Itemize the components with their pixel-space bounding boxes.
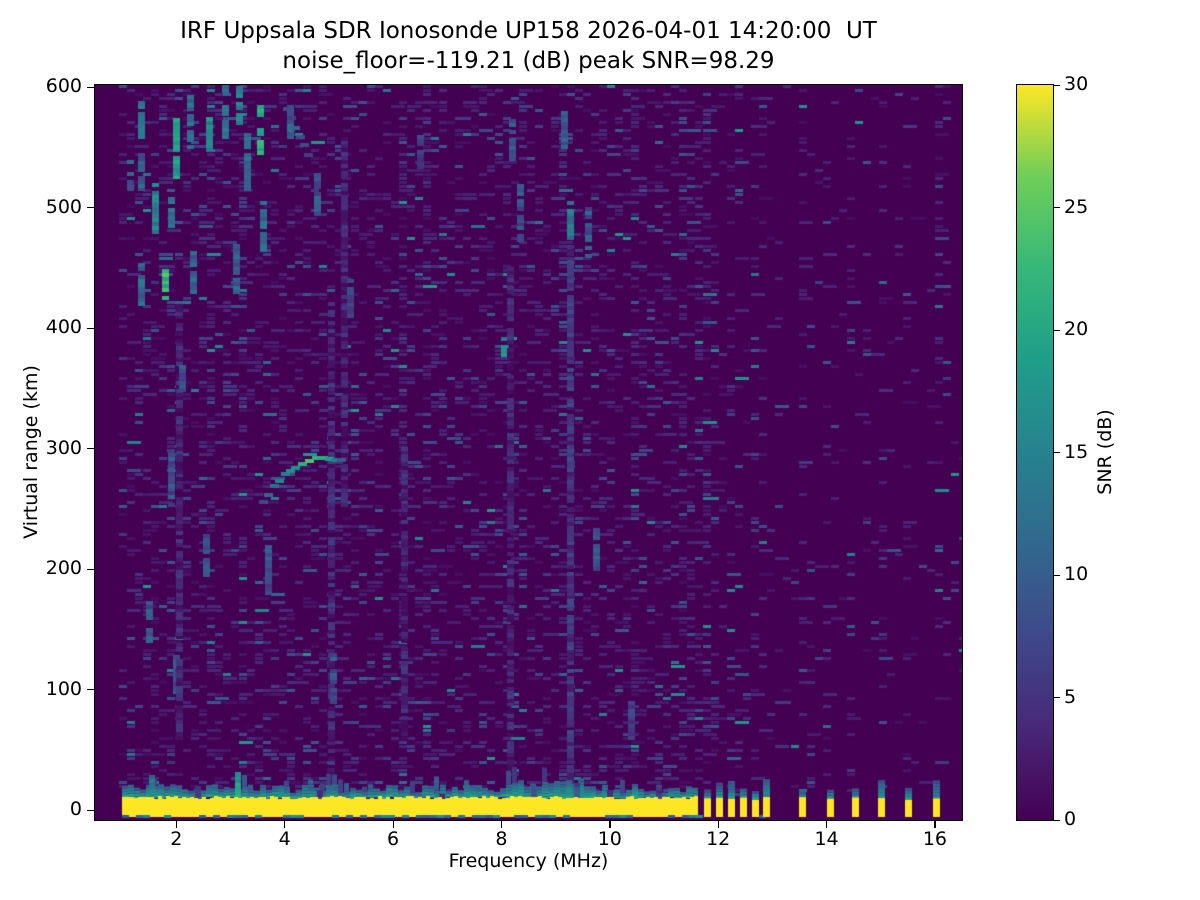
x-tick-label: 8 — [495, 828, 508, 850]
colorbar-tick — [1054, 207, 1060, 209]
colorbar-tick-label: 20 — [1064, 318, 1089, 341]
y-tick — [87, 207, 94, 209]
colorbar-tick — [1054, 574, 1060, 576]
ionogram-heatmap — [95, 85, 962, 820]
colorbar-tick — [1054, 697, 1060, 699]
y-tick-label: 600 — [45, 75, 82, 98]
y-tick — [87, 809, 94, 811]
x-tick-label: 14 — [814, 828, 839, 850]
y-tick — [87, 86, 94, 88]
chart-subtitle: noise_floor=-119.21 (dB) peak SNR=98.29 — [282, 48, 775, 74]
x-tick — [609, 821, 611, 828]
colorbar-tick — [1054, 84, 1060, 86]
x-tick-label: 6 — [386, 828, 400, 850]
plot-area — [94, 84, 963, 821]
colorbar-tick — [1054, 819, 1060, 821]
x-tick — [392, 821, 394, 828]
x-tick — [175, 821, 178, 828]
colorbar-tick-label: 15 — [1064, 440, 1089, 463]
colorbar-tick-label: 5 — [1064, 685, 1077, 708]
x-tick — [934, 821, 936, 828]
y-tick-label: 400 — [45, 316, 82, 339]
x-tick — [284, 821, 286, 828]
y-tick-label: 500 — [45, 195, 82, 218]
chart-title: IRF Uppsala SDR Ionosonde UP158 2026-04-… — [180, 18, 877, 44]
colorbar-tick-label: 0 — [1064, 808, 1077, 831]
colorbar-tick-label: 30 — [1064, 73, 1089, 96]
y-tick-label: 0 — [69, 798, 82, 821]
colorbar — [1016, 84, 1054, 821]
y-tick-label: 200 — [45, 557, 82, 580]
x-tick-label: 4 — [278, 828, 291, 850]
colorbar-tick — [1054, 452, 1060, 454]
colorbar-tick-label: 10 — [1064, 563, 1089, 586]
x-tick-label: 12 — [706, 828, 731, 850]
colorbar-tick — [1054, 329, 1060, 331]
x-tick — [717, 821, 719, 828]
x-tick-label: 2 — [170, 828, 183, 850]
y-tick-label: 300 — [45, 436, 82, 459]
y-tick-label: 100 — [45, 677, 82, 700]
x-tick — [500, 821, 503, 828]
colorbar-tick-label: 25 — [1064, 195, 1089, 218]
x-tick — [826, 821, 828, 828]
y-tick — [87, 448, 94, 450]
y-tick — [87, 568, 94, 570]
x-axis-label: Frequency (MHz) — [448, 850, 609, 872]
y-tick — [87, 689, 94, 691]
colorbar-label: SNR (dB) — [1094, 409, 1116, 495]
y-axis-label: Virtual range (km) — [20, 365, 42, 539]
y-tick — [87, 327, 94, 329]
x-tick-label: 16 — [922, 828, 947, 850]
x-tick-label: 10 — [597, 828, 622, 850]
colorbar-gradient — [1017, 85, 1053, 820]
